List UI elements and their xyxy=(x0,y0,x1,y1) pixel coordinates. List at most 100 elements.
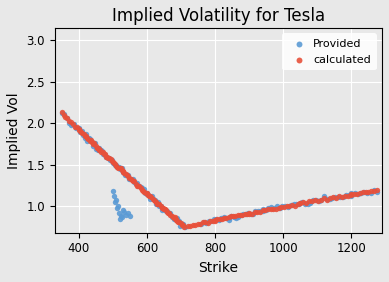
calculated xyxy=(170,215,177,220)
Provided xyxy=(96,147,102,152)
Provided xyxy=(238,213,244,217)
Provided xyxy=(156,204,162,208)
Provided xyxy=(81,136,88,140)
calculated xyxy=(254,210,260,215)
calculated xyxy=(371,189,377,193)
calculated xyxy=(342,194,349,198)
Provided xyxy=(123,172,129,177)
calculated xyxy=(202,220,208,224)
calculated xyxy=(345,193,352,198)
Provided xyxy=(147,197,153,202)
Provided xyxy=(352,191,358,195)
Provided xyxy=(119,215,125,219)
calculated xyxy=(300,200,307,204)
Provided xyxy=(182,225,188,229)
Provided xyxy=(198,222,205,226)
calculated xyxy=(120,168,126,173)
Provided xyxy=(92,141,98,146)
Provided xyxy=(259,207,266,212)
Y-axis label: Implied Vol: Implied Vol xyxy=(7,92,21,169)
Provided xyxy=(164,209,170,213)
Provided xyxy=(245,211,251,215)
Provided xyxy=(223,216,229,221)
Provided xyxy=(126,177,133,181)
calculated xyxy=(84,135,90,140)
calculated xyxy=(146,193,152,198)
Provided xyxy=(274,204,280,208)
Provided xyxy=(112,200,118,204)
calculated xyxy=(312,198,319,202)
calculated xyxy=(363,190,369,194)
calculated xyxy=(351,191,357,196)
calculated xyxy=(168,213,175,218)
calculated xyxy=(306,199,312,204)
calculated xyxy=(145,193,151,197)
calculated xyxy=(237,213,243,217)
calculated xyxy=(85,136,91,141)
calculated xyxy=(297,201,303,205)
calculated xyxy=(265,207,271,212)
Provided xyxy=(277,206,283,210)
Provided xyxy=(282,204,288,209)
calculated xyxy=(214,217,221,221)
calculated xyxy=(268,207,274,212)
calculated xyxy=(165,210,172,215)
Provided xyxy=(117,216,123,221)
calculated xyxy=(156,202,163,207)
Provided xyxy=(75,125,82,130)
calculated xyxy=(105,156,111,161)
Provided xyxy=(268,205,274,209)
calculated xyxy=(200,220,206,225)
calculated xyxy=(223,215,230,220)
calculated xyxy=(158,204,164,208)
Provided xyxy=(103,155,109,160)
Provided xyxy=(111,194,117,199)
Provided xyxy=(134,181,140,186)
Provided xyxy=(159,208,165,212)
calculated xyxy=(98,149,105,154)
Provided xyxy=(340,195,346,199)
Provided xyxy=(293,202,300,207)
calculated xyxy=(303,201,309,206)
calculated xyxy=(189,222,196,227)
Provided xyxy=(259,209,266,214)
calculated xyxy=(116,166,123,171)
calculated xyxy=(318,197,324,202)
calculated xyxy=(88,138,94,142)
Provided xyxy=(154,199,161,204)
calculated xyxy=(103,155,109,159)
calculated xyxy=(309,199,315,203)
Provided xyxy=(180,221,186,226)
Provided xyxy=(133,182,139,186)
calculated xyxy=(144,191,150,195)
calculated xyxy=(212,218,218,223)
Provided xyxy=(315,199,322,203)
Provided xyxy=(172,217,179,221)
Provided xyxy=(368,190,374,195)
Provided xyxy=(166,211,172,215)
calculated xyxy=(104,155,110,159)
Provided xyxy=(324,197,330,202)
calculated xyxy=(155,201,161,206)
calculated xyxy=(246,211,252,215)
Provided xyxy=(87,137,93,142)
Provided xyxy=(335,195,341,199)
Provided xyxy=(206,219,212,223)
calculated xyxy=(149,197,156,201)
Provided xyxy=(179,222,185,226)
calculated xyxy=(68,120,74,125)
Provided xyxy=(105,155,111,160)
Provided xyxy=(230,215,237,219)
Provided xyxy=(235,215,242,219)
calculated xyxy=(278,205,284,210)
Provided xyxy=(113,163,119,167)
Provided xyxy=(110,189,116,193)
Provided xyxy=(98,148,104,152)
calculated xyxy=(207,219,213,224)
calculated xyxy=(120,170,126,174)
calculated xyxy=(348,192,354,197)
Provided xyxy=(216,218,222,222)
Provided xyxy=(145,193,152,198)
calculated xyxy=(75,128,82,132)
Provided xyxy=(120,170,126,174)
